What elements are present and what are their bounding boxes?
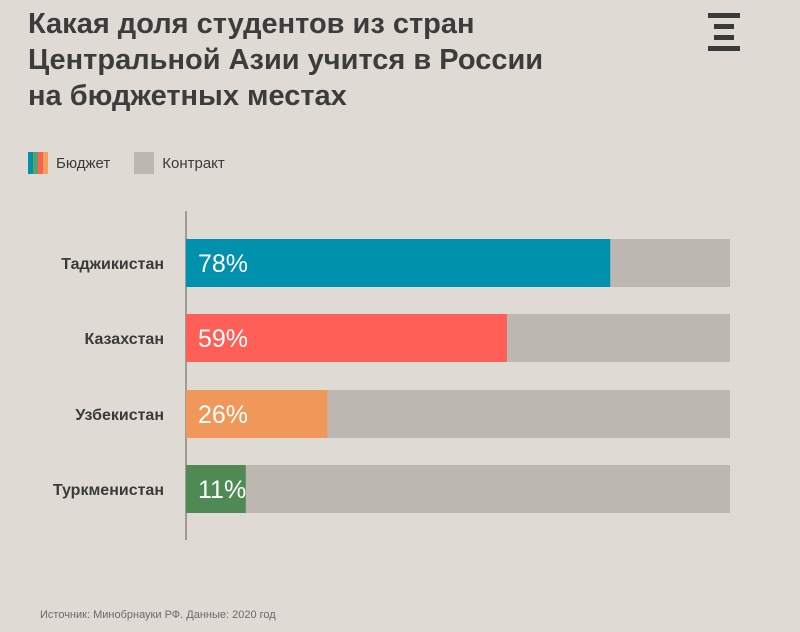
legend-item-budget: Бюджет [28, 152, 110, 174]
bar-contract [506, 314, 730, 362]
chart-title-line: на бюджетных местах [28, 80, 347, 112]
bar-contract [610, 239, 730, 287]
source-note: Источник: Минобрнауки РФ. Данные: 2020 г… [40, 609, 276, 621]
category-label: Таджикистан [61, 256, 164, 273]
bar-budget [186, 314, 507, 362]
data-label: 26% [198, 401, 248, 429]
data-label: 78% [198, 250, 248, 278]
legend-swatch-budget [28, 152, 48, 174]
category-label: Туркменистан [53, 482, 164, 499]
bar-budget [186, 239, 611, 287]
bar-contract [245, 465, 730, 513]
chart-title: Какая доля студентов из стран Центрально… [28, 6, 628, 114]
chart-title-line: Какая доля студентов из стран [28, 8, 475, 40]
category-label: Узбекистан [75, 407, 164, 424]
data-label: 59% [198, 325, 248, 353]
meduza-logo-icon [708, 13, 740, 53]
bar-budget [186, 390, 328, 438]
category-label: Казахстан [85, 331, 165, 348]
bar-budget [186, 465, 246, 513]
legend-item-contract: Контракт [134, 152, 225, 174]
chart-title-line: Центральной Азии учится в России [28, 44, 544, 76]
legend-swatch-contract [134, 152, 155, 174]
bar-contract [327, 390, 730, 438]
legend-label-contract: Контракт [162, 154, 225, 172]
legend-label-budget: Бюджет [56, 154, 111, 172]
data-label: 11% [198, 476, 246, 504]
chart-legend: Бюджет Контракт [28, 150, 249, 176]
